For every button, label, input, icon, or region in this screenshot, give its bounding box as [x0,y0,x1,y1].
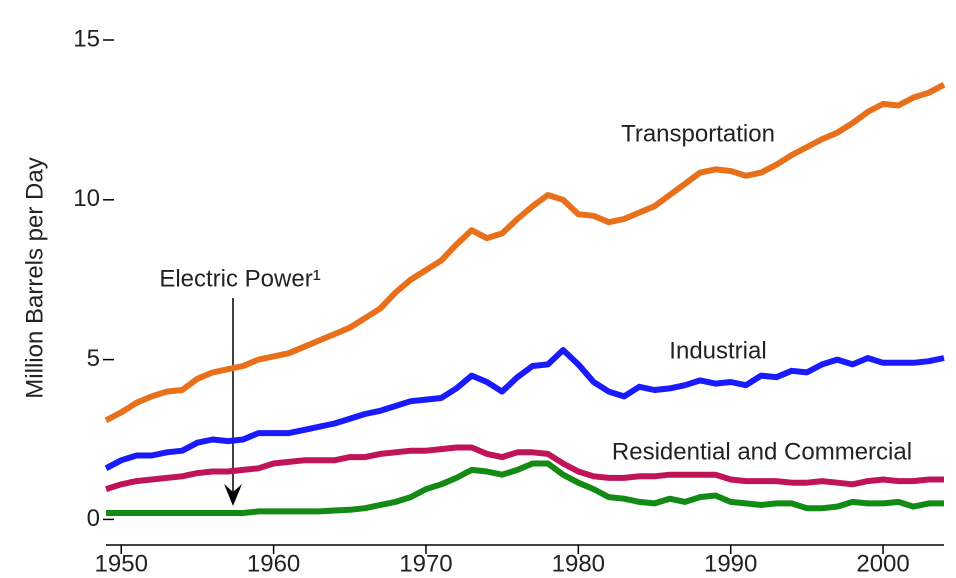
x-tick-label: 1990 [704,550,757,577]
series-label: Electric Power¹ [159,265,320,292]
x-tick-label: 1960 [247,550,300,577]
series-line [104,347,945,471]
x-tick-label: 1980 [552,550,605,577]
series-label: Industrial [669,337,766,364]
series-label: Transportation [621,120,775,147]
series-line [105,444,944,492]
x-tick-label: 1950 [95,550,148,577]
x-tick-label: 2000 [856,550,909,577]
y-tick-label: 15 [73,25,100,52]
y-tick-label: 10 [73,185,100,212]
arrow-head [224,484,242,506]
x-tick-label: 1970 [399,550,452,577]
y-tick-label: 5 [87,345,100,372]
series-line [104,82,946,423]
series-label: Residential and Commercial [612,438,912,465]
series-line [106,460,944,516]
y-tick-label: 0 [87,505,100,532]
y-axis-label: Million Barrels per Day [21,157,48,398]
